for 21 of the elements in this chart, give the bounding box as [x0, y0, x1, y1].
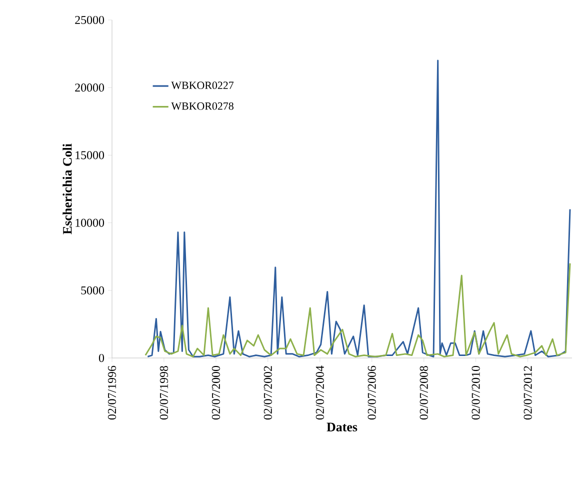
legend-label: WBKOR0278: [171, 102, 234, 110]
x-tick-label: 02/07/2000: [212, 366, 220, 420]
x-tick-label: 02/07/1996: [108, 366, 116, 420]
x-tick-label: 02/07/2006: [368, 366, 376, 420]
x-axis-title: Dates: [326, 422, 358, 432]
y-tick-label: 25000: [75, 16, 104, 24]
y-tick-label: 5000: [81, 286, 104, 294]
x-tick-label: 02/07/2008: [420, 366, 428, 420]
y-axis-title: Escherichia Coli: [62, 144, 72, 234]
line-series: [146, 60, 571, 358]
y-tick-label: 15000: [76, 151, 104, 160]
legend-label: WBKOR0227: [171, 82, 234, 90]
y-tick-label: 10000: [76, 218, 104, 227]
x-tick-label: 02/07/1998: [160, 366, 168, 420]
y-tick-label: 0: [98, 354, 104, 362]
x-tick-label: 02/07/2004: [316, 366, 324, 420]
x-tick-label: 02/07/2010: [472, 366, 480, 420]
x-tick-label: 02/07/2002: [264, 366, 272, 420]
x-tick-label: 02/07/2012: [524, 366, 532, 420]
y-tick-label: 20000: [75, 84, 104, 92]
line-series: [144, 262, 571, 358]
